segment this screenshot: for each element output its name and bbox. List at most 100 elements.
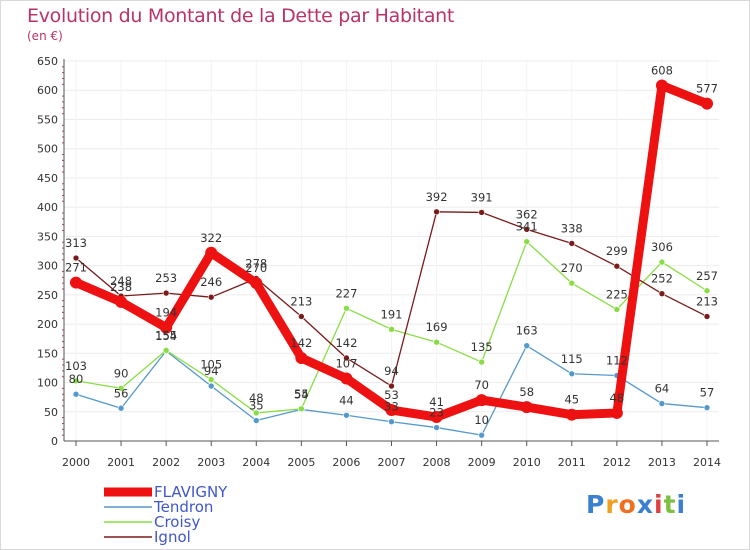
point-croisy [388,326,395,333]
point-croisy [72,377,80,385]
point-flavigny [430,411,443,424]
value-label-tendron: 33 [384,400,399,414]
value-label-ignol: 252 [651,272,673,286]
value-label-croisy: 169 [426,320,448,334]
value-label-ignol: 213 [696,294,718,308]
point-tendron [252,417,260,424]
x-tick-label: 2005 [287,456,315,469]
x-tick-label: 2008 [423,456,451,469]
x-tick-label: 2004 [242,456,270,469]
value-label-tendron: 94 [204,364,219,378]
point-tendron [72,390,80,398]
value-label-flavigny: 270 [245,261,267,275]
point-croisy [252,409,260,417]
y-tick-label: 650 [37,55,58,68]
y-tick-label: 450 [37,172,58,185]
point-ignol [478,209,485,216]
logo-letter: i [654,490,664,519]
value-label-ignol: 248 [110,274,132,288]
value-label-tendron: 56 [114,386,129,400]
chart-title: Evolution du Montant de la Dette par Hab… [27,5,455,27]
point-flavigny [385,404,398,417]
point-croisy [343,304,350,312]
point-flavigny [295,351,308,364]
value-label-ignol: 246 [200,275,222,289]
value-label-croisy: 103 [65,359,87,373]
point-flavigny [205,246,218,259]
point-croisy [568,279,576,287]
value-label-croisy: 306 [651,240,673,254]
point-tendron [117,404,125,412]
x-tick-label: 2007 [378,456,406,469]
y-tick-label: 100 [37,377,58,390]
point-croisy [478,358,485,366]
logo-letter: r [605,490,619,519]
x-tick-label: 2014 [693,456,721,469]
value-label-tendron: 80 [69,372,84,386]
y-tick-label: 550 [37,113,58,126]
value-label-ignol: 313 [65,236,87,250]
proxiti-logo: Proxiti [586,490,686,519]
value-label-flavigny: 45 [564,393,579,407]
point-tendron [343,411,350,419]
point-tendron [703,404,711,411]
x-tick-label: 2002 [152,456,180,469]
x-tick-label: 2000 [62,456,90,469]
y-tick-label: 150 [37,347,58,360]
point-ignol [703,313,711,320]
y-tick-label: 600 [37,84,58,97]
point-croisy [703,287,711,295]
value-label-croisy: 270 [561,261,583,275]
point-flavigny [160,321,173,334]
point-ignol [343,354,350,362]
point-flavigny [701,97,713,110]
point-ignol [207,293,215,301]
logo-letter: i [676,490,687,519]
value-label-flavigny: 107 [335,356,357,370]
point-ignol [523,226,531,233]
point-flavigny [520,401,533,414]
point-ignol [658,290,666,297]
point-flavigny [70,276,82,289]
point-ignol [568,240,576,247]
value-label-croisy: 105 [200,358,222,372]
chart-subtitle: (en €) [27,29,63,43]
value-label-flavigny: 271 [65,261,87,275]
value-label-flavigny: 48 [610,391,625,405]
point-croisy [523,238,531,245]
value-label-flavigny: 41 [429,395,444,409]
x-tick-label: 2010 [513,456,541,469]
logo-letter: x [636,490,654,519]
point-tendron [388,418,395,426]
logo-letter: t [663,490,677,519]
value-label-croisy: 90 [114,366,129,380]
point-croisy [162,347,170,354]
legend-label-flavigny: FLAVIGNY [154,483,228,501]
point-ignol [298,313,305,320]
point-tendron [523,342,531,350]
value-label-ignol: 253 [155,271,177,285]
point-croisy [613,306,621,313]
point-croisy [298,405,305,413]
value-label-tendron: 57 [700,386,715,400]
point-tendron [568,370,576,378]
value-label-ignol: 362 [516,207,538,221]
value-label-tendron: 64 [655,382,670,396]
value-label-tendron: 112 [606,354,628,368]
y-tick-label: 500 [37,143,58,156]
value-label-ignol: 338 [561,221,583,235]
point-tendron [478,431,485,439]
value-label-flavigny: 608 [651,64,673,78]
value-label-flavigny: 142 [290,336,312,350]
point-croisy [658,258,666,266]
value-label-ignol: 213 [290,294,312,308]
value-label-tendron: 154 [155,329,177,343]
value-label-croisy: 155 [155,328,177,342]
logo-letter: P [586,490,606,519]
point-flavigny [655,79,668,92]
x-tick-label: 2012 [603,456,631,469]
value-label-flavigny: 70 [474,378,489,392]
value-label-flavigny: 238 [110,280,132,294]
value-label-ignol: 299 [606,244,628,258]
